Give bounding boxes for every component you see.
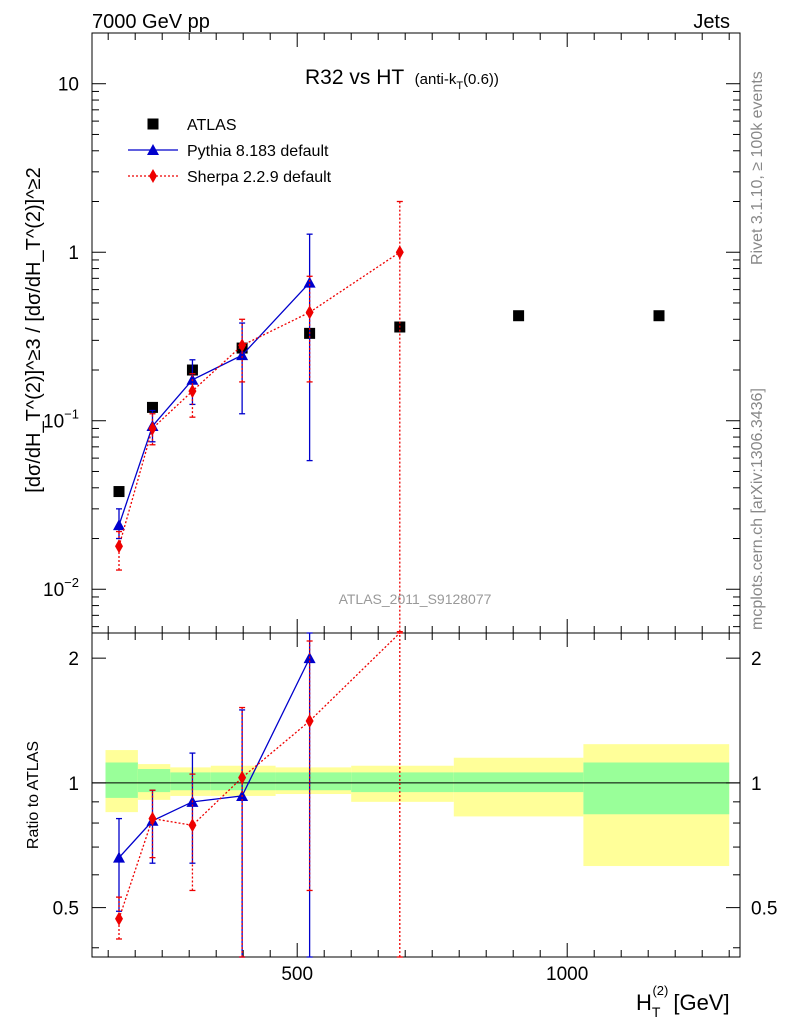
legend-marker-atlas <box>147 118 159 130</box>
ratio-y-tick-label: 0.5 <box>53 899 79 920</box>
pythia-ratio-marker <box>113 851 125 863</box>
x-axis-label: HT (2) [GeV] <box>636 983 730 1020</box>
ratio-band-inner <box>583 762 730 815</box>
main-y-tick-label: 1 <box>68 243 79 264</box>
ratio-plot-frame <box>91 632 741 958</box>
chart-title-suffix-sub: T <box>456 80 463 92</box>
pythia-ratio-line <box>118 657 311 859</box>
atlas-main-marker <box>653 310 665 322</box>
ratio-y-tick-label-right: 1 <box>751 774 762 795</box>
ratio-band-inner <box>275 772 352 791</box>
header-left-label: 7000 GeV pp <box>92 11 210 33</box>
atlas-main-marker <box>146 401 158 413</box>
sherpa-ratio-line <box>118 632 401 919</box>
main-y-axis-label: [dσ/dH_T^(2)]^≥3 / [dσ/dH_T^(2)]^≥2 <box>23 167 45 492</box>
axis-ticks <box>92 32 740 957</box>
ratio-y-tick-label: 1 <box>68 774 79 795</box>
main-y-tick-label: 10−1 <box>43 407 79 433</box>
ratio-band-inner <box>170 772 211 791</box>
analysis-watermark: ATLAS_2011_S9128077 <box>339 591 492 607</box>
atlas-main-marker <box>513 310 525 322</box>
chart-title-suffix: (anti-k <box>415 71 457 88</box>
sherpa-ratio-marker <box>305 714 314 729</box>
sherpa-main-marker <box>188 384 197 399</box>
x-axis-label-main: H <box>636 990 652 1015</box>
legend-label-atlas: ATLAS <box>187 117 237 134</box>
atlas-main-marker <box>113 486 125 498</box>
legend: ATLAS Pythia 8.183 default Sherpa 2.2.9 de… <box>128 117 332 186</box>
x-axis-label-sup: (2) <box>652 983 668 998</box>
sherpa-ratio-marker <box>188 818 197 833</box>
ratio-band-inner <box>137 769 171 793</box>
ratio-y-tick-label: 2 <box>68 649 79 670</box>
sherpa-ratio-marker <box>148 811 157 826</box>
legend-label-sherpa: Sherpa 2.2.9 default <box>187 169 332 186</box>
mcplots-reference-label: mcplots.cern.ch [arXiv:1306.3436] <box>749 388 766 630</box>
sherpa-main-line <box>118 251 401 547</box>
pythia-main-marker <box>303 276 316 288</box>
main-y-tick-label: 10 <box>58 75 79 96</box>
sherpa-main-marker <box>238 338 247 353</box>
sherpa-ratio-marker <box>115 911 123 926</box>
sherpa-ratio-marker <box>238 770 247 785</box>
ratio-y-tick-label-right: 0.5 <box>751 899 777 920</box>
data-series <box>113 200 665 958</box>
chart-title-suffix-end: (0.6)) <box>463 71 499 88</box>
x-axis-label-sub: T <box>652 1004 661 1020</box>
legend-marker-sherpa <box>149 169 157 183</box>
legend-label-pythia: Pythia 8.183 default <box>187 143 329 160</box>
pythia-main-marker <box>113 519 125 531</box>
ratio-band-inner <box>351 772 454 793</box>
x-tick-label: 1000 <box>546 964 588 985</box>
x-axis-label-unit: [GeV] <box>673 990 729 1015</box>
plot-frames <box>91 32 741 958</box>
x-tick-label: 500 <box>281 964 313 985</box>
main-y-tick-label: 10−2 <box>43 575 79 601</box>
rivet-version-label: Rivet 3.1.10, ≥ 100k events <box>749 71 766 265</box>
chart-title: R32 vs HT (anti-kT(0.6)) <box>305 66 499 92</box>
header-right-label: Jets <box>693 11 730 33</box>
sherpa-main-marker <box>305 305 314 320</box>
axis-tick-labels: 10 1 10−1 10−2 0.5 0.5 1 1 2 2 500 1000 <box>43 75 777 985</box>
sherpa-main-marker <box>115 539 123 554</box>
ratio-band-inner <box>105 762 138 798</box>
pythia-main-marker <box>236 349 249 361</box>
legend-marker-pythia <box>147 144 159 155</box>
ratio-band-inner <box>453 772 584 793</box>
ratio-y-tick-label-right: 2 <box>751 649 762 670</box>
chart-title-main: R32 vs HT <box>305 66 404 89</box>
sherpa-main-marker <box>148 421 157 436</box>
sherpa-main-marker <box>395 245 404 260</box>
ratio-uncertainty-bands <box>92 744 740 867</box>
ratio-y-axis-label: Ratio to ATLAS <box>25 741 42 849</box>
